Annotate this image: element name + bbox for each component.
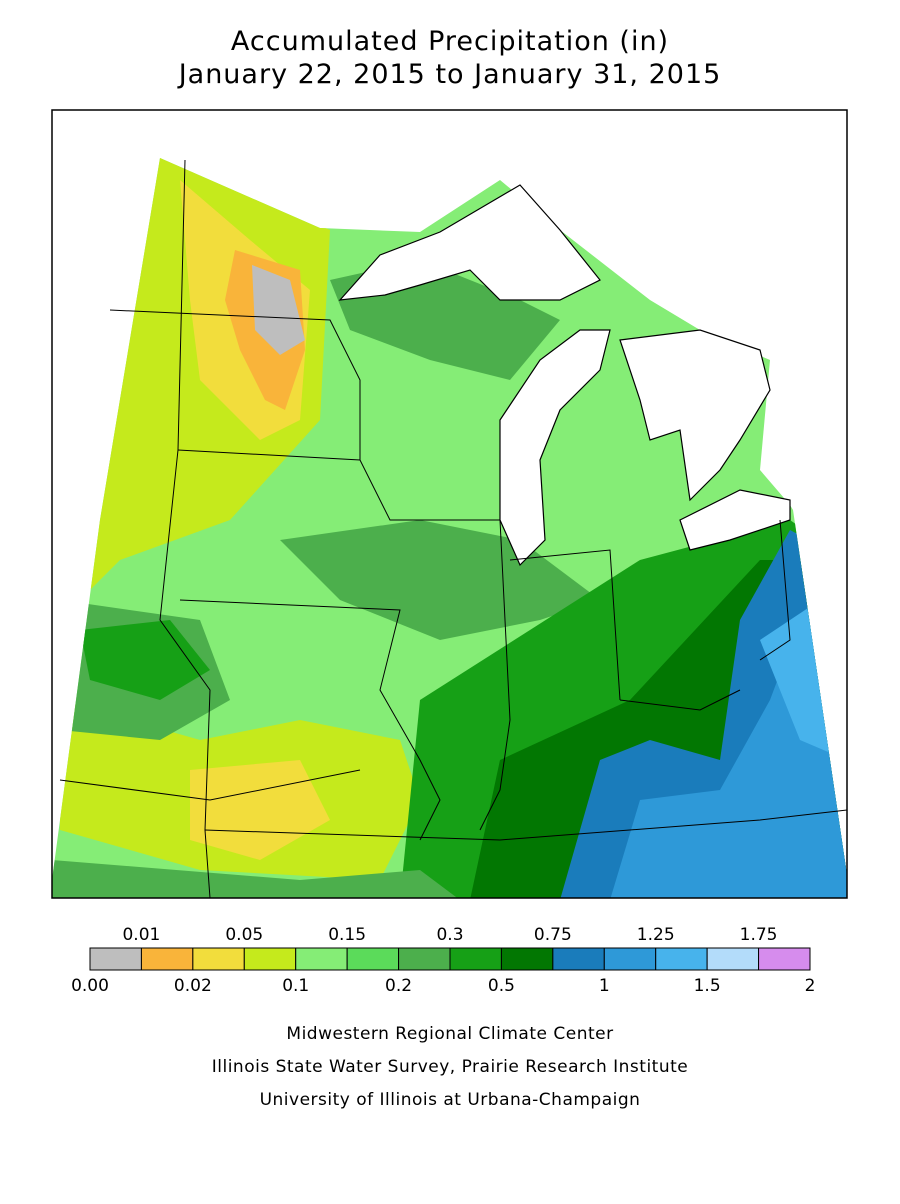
- title: Accumulated Precipitation (in): [231, 26, 669, 57]
- map-frame: [51, 109, 848, 899]
- subtitle: January 22, 2015 to January 31, 2015: [177, 59, 722, 90]
- legend-label: 0.00: [71, 976, 109, 996]
- legend-label: 0.3: [436, 925, 463, 945]
- legend-label: 1: [599, 976, 610, 996]
- legend-label: 1.5: [694, 976, 721, 996]
- legend-swatch: [398, 947, 451, 971]
- legend-label: 0.02: [174, 976, 212, 996]
- legend-label: 0.1: [282, 976, 309, 996]
- legend-swatch: [449, 947, 502, 971]
- credit: University of Illinois at Urbana-Champai…: [260, 1090, 641, 1110]
- legend-swatch: [655, 947, 708, 971]
- legend-label: 0.01: [122, 925, 160, 945]
- credit: Midwestern Regional Climate Center: [286, 1024, 613, 1044]
- legend-swatch: [243, 947, 297, 971]
- legend-label: 0.2: [385, 976, 412, 996]
- legend-swatch: [346, 947, 400, 971]
- legend: 0.00 0.01 0.02 0.05 0.1 0.15 0.2 0.3 0.5 0.75 1 1.2…: [71, 925, 815, 996]
- legend-swatch: [603, 947, 657, 971]
- legend-label: 0.05: [225, 925, 263, 945]
- legend-swatch: [89, 947, 142, 971]
- legend-swatch: [192, 947, 245, 971]
- legend-label: 0.75: [534, 925, 572, 945]
- legend-swatch: [500, 947, 554, 971]
- great-lakes: [338, 184, 791, 567]
- legend-label: 2: [805, 976, 816, 996]
- legend-label: 0.15: [328, 925, 366, 945]
- legend-swatch: [295, 947, 348, 971]
- legend-label: 1.25: [637, 925, 675, 945]
- credit: Illinois State Water Survey, Prairie Res…: [212, 1057, 688, 1077]
- legend-swatch: [552, 947, 605, 971]
- legend-swatch: [758, 947, 811, 971]
- map: [52, 158, 848, 899]
- legend-label: 0.5: [488, 976, 515, 996]
- legend-label: 1.75: [740, 925, 778, 945]
- state-borders: [59, 159, 848, 899]
- legend-swatch: [140, 947, 194, 971]
- legend-swatch: [706, 947, 760, 971]
